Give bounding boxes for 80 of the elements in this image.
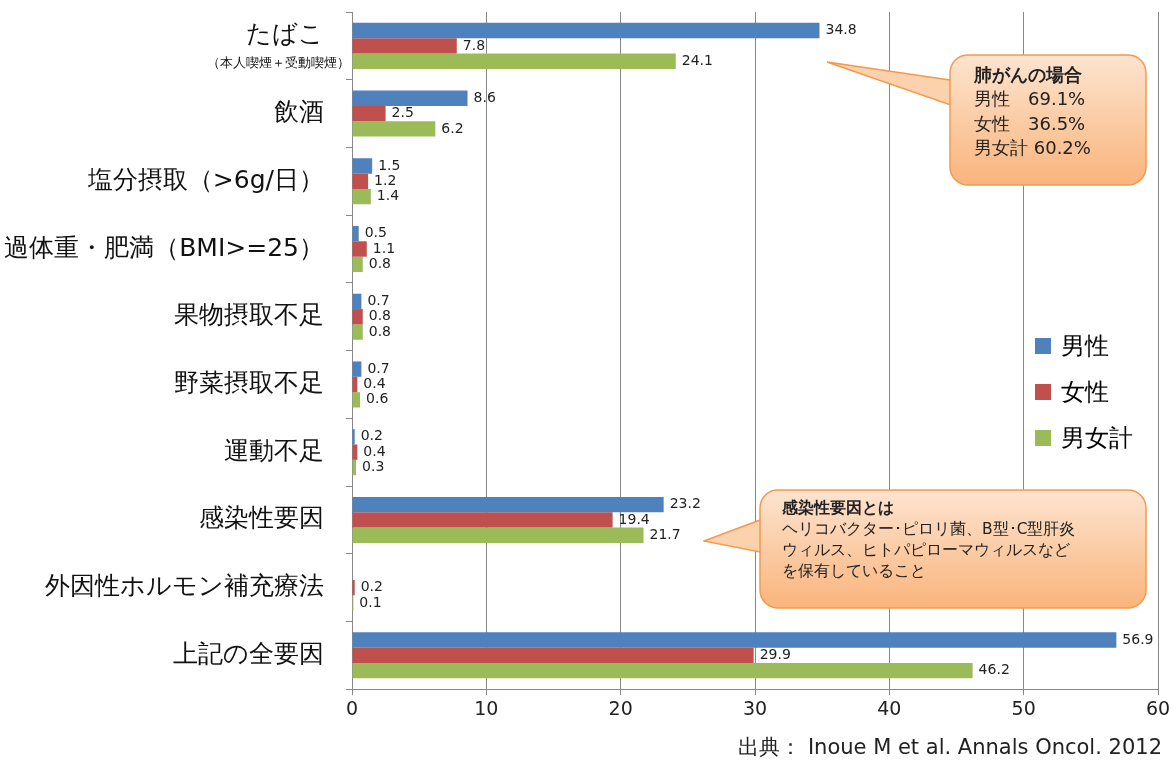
y-tick-label: 野菜摂取不足 (174, 367, 324, 397)
bar (352, 121, 436, 137)
data-label: 21.7 (649, 525, 681, 542)
bar (352, 188, 371, 205)
data-label: 19.4 (618, 510, 650, 527)
annotation: ヘリコバクター･ピロリ菌、B型･C型肝炎ウィルス、ヒトパピローマウィルスなどを保有していること (782, 518, 1077, 582)
bar (352, 392, 361, 408)
y-tick-label: 飲酒 (274, 97, 324, 127)
text: （本人喫煙＋受動喫煙） (207, 55, 350, 71)
data-label: 1.2 (374, 171, 397, 188)
bar (352, 663, 973, 679)
x-tick-label: 40 (877, 696, 902, 719)
bar (352, 22, 820, 39)
y-tick-label: たばこ (246, 19, 324, 49)
bar (352, 38, 457, 54)
data-label: 0.1 (359, 593, 382, 610)
bar (352, 512, 613, 528)
bar (352, 647, 754, 664)
bar (352, 105, 386, 122)
data-label: 0.7 (367, 292, 390, 309)
bar (352, 226, 359, 242)
data-label: 0.4 (363, 375, 386, 392)
y-tick-label: 感染性要因 (199, 503, 324, 533)
bar (352, 90, 468, 106)
data-label: 56.9 (1122, 630, 1154, 647)
data-label: 24.1 (681, 51, 713, 68)
annotation: 男性 69.1% (974, 87, 1087, 112)
bar (352, 324, 363, 340)
bar (352, 361, 362, 377)
x-tick-label: 10 (474, 696, 499, 719)
data-label: 0.2 (360, 427, 383, 444)
annotation: 女性 36.5% (974, 111, 1087, 136)
y-tick-label: 過体重・肥満（BMI>=25） (4, 232, 324, 262)
legend-label: 男性 (1061, 331, 1109, 362)
bar (352, 527, 644, 543)
data-label: 46.2 (978, 661, 1010, 678)
bar (352, 241, 367, 257)
data-label: 0.5 (364, 224, 387, 241)
bar (352, 53, 676, 69)
data-label: 0.8 (368, 322, 392, 339)
data-label: 0.8 (368, 255, 392, 272)
data-label: 0.8 (368, 307, 392, 324)
data-label: 0.2 (360, 578, 383, 595)
y-tick-label: 運動不足 (224, 435, 324, 465)
data-label: 1.1 (372, 239, 396, 256)
annotation: 感染性要因とは (782, 498, 895, 519)
data-label: 0.7 (367, 359, 390, 376)
data-label: 29.9 (759, 645, 791, 662)
legend-label: 女性 (1061, 377, 1109, 408)
bar (352, 429, 355, 445)
source-note: 出典： Inoue M et al. Annals Oncol. 2012 (738, 734, 1162, 761)
x-tick-label: 50 (1011, 696, 1036, 719)
y-tick-label: 果物摂取不足 (174, 300, 324, 330)
x-tick-label: 0 (345, 696, 359, 719)
y-tick-label: 塩分摂取（>6g/日） (86, 164, 324, 194)
data-label: 0.6 (366, 390, 389, 407)
data-label: 7.8 (462, 36, 486, 53)
data-label: 1.4 (376, 187, 400, 204)
annotation: 男女計 60.2% (974, 135, 1092, 160)
bar (352, 496, 664, 513)
data-label: 8.6 (473, 88, 496, 105)
y-tick-label: 上記の全要因 (173, 638, 324, 668)
bar (352, 632, 1117, 648)
bar (352, 158, 373, 174)
annotation: 肺がんの場合 (974, 63, 1083, 87)
data-label: 2.5 (391, 104, 414, 121)
data-label: 0.3 (362, 458, 385, 475)
bar (352, 256, 363, 273)
data-label: 1.5 (378, 156, 401, 173)
x-tick-label: 30 (742, 696, 768, 719)
x-tick-label: 60 (1145, 696, 1171, 719)
data-label: 0.4 (363, 442, 386, 459)
y-tick-label: 外因性ホルモン補充療法 (45, 571, 324, 601)
data-label: 6.2 (441, 119, 464, 136)
legend-label: 男女計 (1061, 423, 1133, 454)
bar (352, 309, 363, 325)
bar (352, 173, 369, 189)
x-tick-label: 20 (608, 696, 633, 719)
data-label: 34.8 (825, 21, 857, 38)
data-label: 23.2 (669, 495, 701, 512)
